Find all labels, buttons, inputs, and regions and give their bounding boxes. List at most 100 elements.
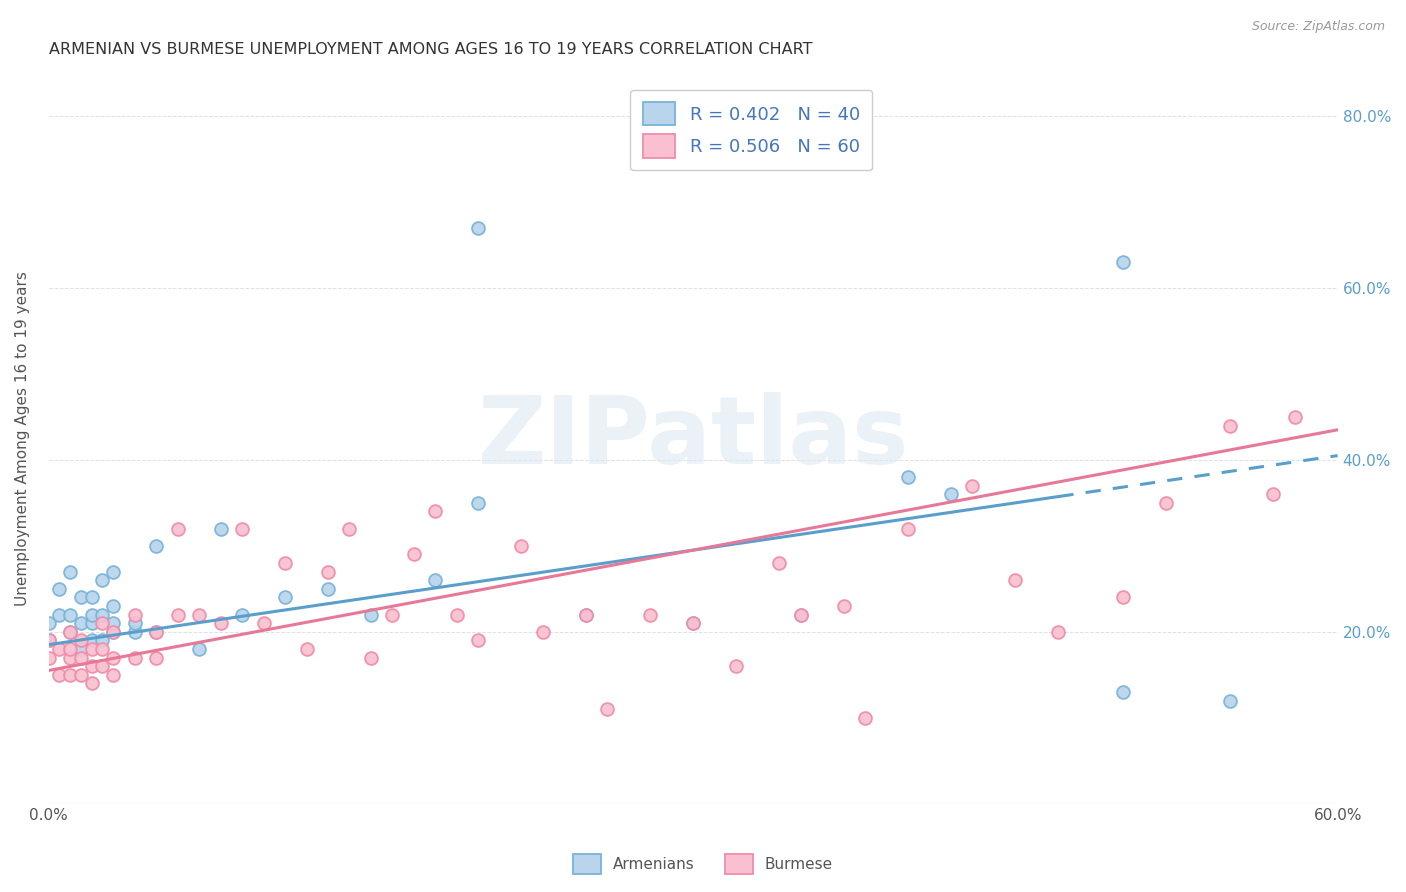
Point — [1004, 573, 1026, 587]
Point — [832, 599, 855, 613]
Point — [166, 607, 188, 622]
Point — [70, 591, 93, 605]
Point — [145, 624, 167, 639]
Point — [231, 522, 253, 536]
Point — [70, 650, 93, 665]
Point — [402, 548, 425, 562]
Point — [145, 650, 167, 665]
Point — [510, 539, 533, 553]
Point — [124, 616, 146, 631]
Point — [59, 667, 82, 681]
Point — [59, 624, 82, 639]
Point — [1112, 685, 1135, 699]
Point — [80, 659, 103, 673]
Legend: Armenians, Burmese: Armenians, Burmese — [567, 848, 839, 880]
Point — [48, 667, 70, 681]
Point — [80, 642, 103, 657]
Point — [725, 659, 748, 673]
Point — [575, 607, 598, 622]
Point — [939, 487, 962, 501]
Point — [124, 624, 146, 639]
Point — [1263, 487, 1285, 501]
Point — [682, 616, 704, 631]
Point — [59, 565, 82, 579]
Point — [231, 607, 253, 622]
Point — [38, 633, 60, 648]
Point — [80, 607, 103, 622]
Point — [768, 556, 790, 570]
Point — [103, 565, 125, 579]
Point — [360, 607, 382, 622]
Point — [1284, 409, 1306, 424]
Point — [103, 667, 125, 681]
Point — [252, 616, 274, 631]
Point — [1112, 255, 1135, 269]
Point — [381, 607, 404, 622]
Point — [316, 582, 339, 596]
Point — [1219, 418, 1241, 433]
Point — [897, 522, 920, 536]
Point — [446, 607, 468, 622]
Point — [1047, 624, 1070, 639]
Point — [295, 642, 318, 657]
Point — [103, 650, 125, 665]
Point — [48, 642, 70, 657]
Point — [145, 539, 167, 553]
Point — [274, 556, 297, 570]
Point — [103, 599, 125, 613]
Point — [789, 607, 811, 622]
Point — [467, 496, 489, 510]
Point — [80, 676, 103, 690]
Point — [1219, 693, 1241, 707]
Point — [80, 616, 103, 631]
Point — [360, 650, 382, 665]
Point — [91, 633, 114, 648]
Point — [425, 504, 447, 518]
Point — [91, 659, 114, 673]
Point — [91, 616, 114, 631]
Text: ZIPatlas: ZIPatlas — [478, 392, 908, 484]
Point — [103, 616, 125, 631]
Point — [897, 470, 920, 484]
Point — [467, 220, 489, 235]
Text: Source: ZipAtlas.com: Source: ZipAtlas.com — [1251, 20, 1385, 33]
Point — [638, 607, 661, 622]
Point — [124, 650, 146, 665]
Point — [1112, 591, 1135, 605]
Point — [70, 667, 93, 681]
Point — [682, 616, 704, 631]
Point — [70, 616, 93, 631]
Point — [103, 624, 125, 639]
Legend: R = 0.402   N = 40, R = 0.506   N = 60: R = 0.402 N = 40, R = 0.506 N = 60 — [630, 89, 873, 170]
Point — [575, 607, 598, 622]
Point — [789, 607, 811, 622]
Point — [531, 624, 554, 639]
Point — [70, 633, 93, 648]
Point — [80, 633, 103, 648]
Point — [38, 633, 60, 648]
Point — [188, 642, 211, 657]
Point — [124, 607, 146, 622]
Text: ARMENIAN VS BURMESE UNEMPLOYMENT AMONG AGES 16 TO 19 YEARS CORRELATION CHART: ARMENIAN VS BURMESE UNEMPLOYMENT AMONG A… — [49, 42, 813, 57]
Point — [467, 633, 489, 648]
Point — [48, 582, 70, 596]
Point — [853, 711, 876, 725]
Point — [48, 607, 70, 622]
Point — [59, 607, 82, 622]
Point — [209, 522, 232, 536]
Point — [80, 591, 103, 605]
Point — [316, 565, 339, 579]
Point — [70, 642, 93, 657]
Point — [91, 642, 114, 657]
Point — [145, 624, 167, 639]
Point — [59, 624, 82, 639]
Point — [91, 573, 114, 587]
Point — [38, 650, 60, 665]
Point — [425, 573, 447, 587]
Point — [166, 522, 188, 536]
Point — [91, 607, 114, 622]
Point — [1154, 496, 1177, 510]
Point — [209, 616, 232, 631]
Point — [59, 642, 82, 657]
Point — [188, 607, 211, 622]
